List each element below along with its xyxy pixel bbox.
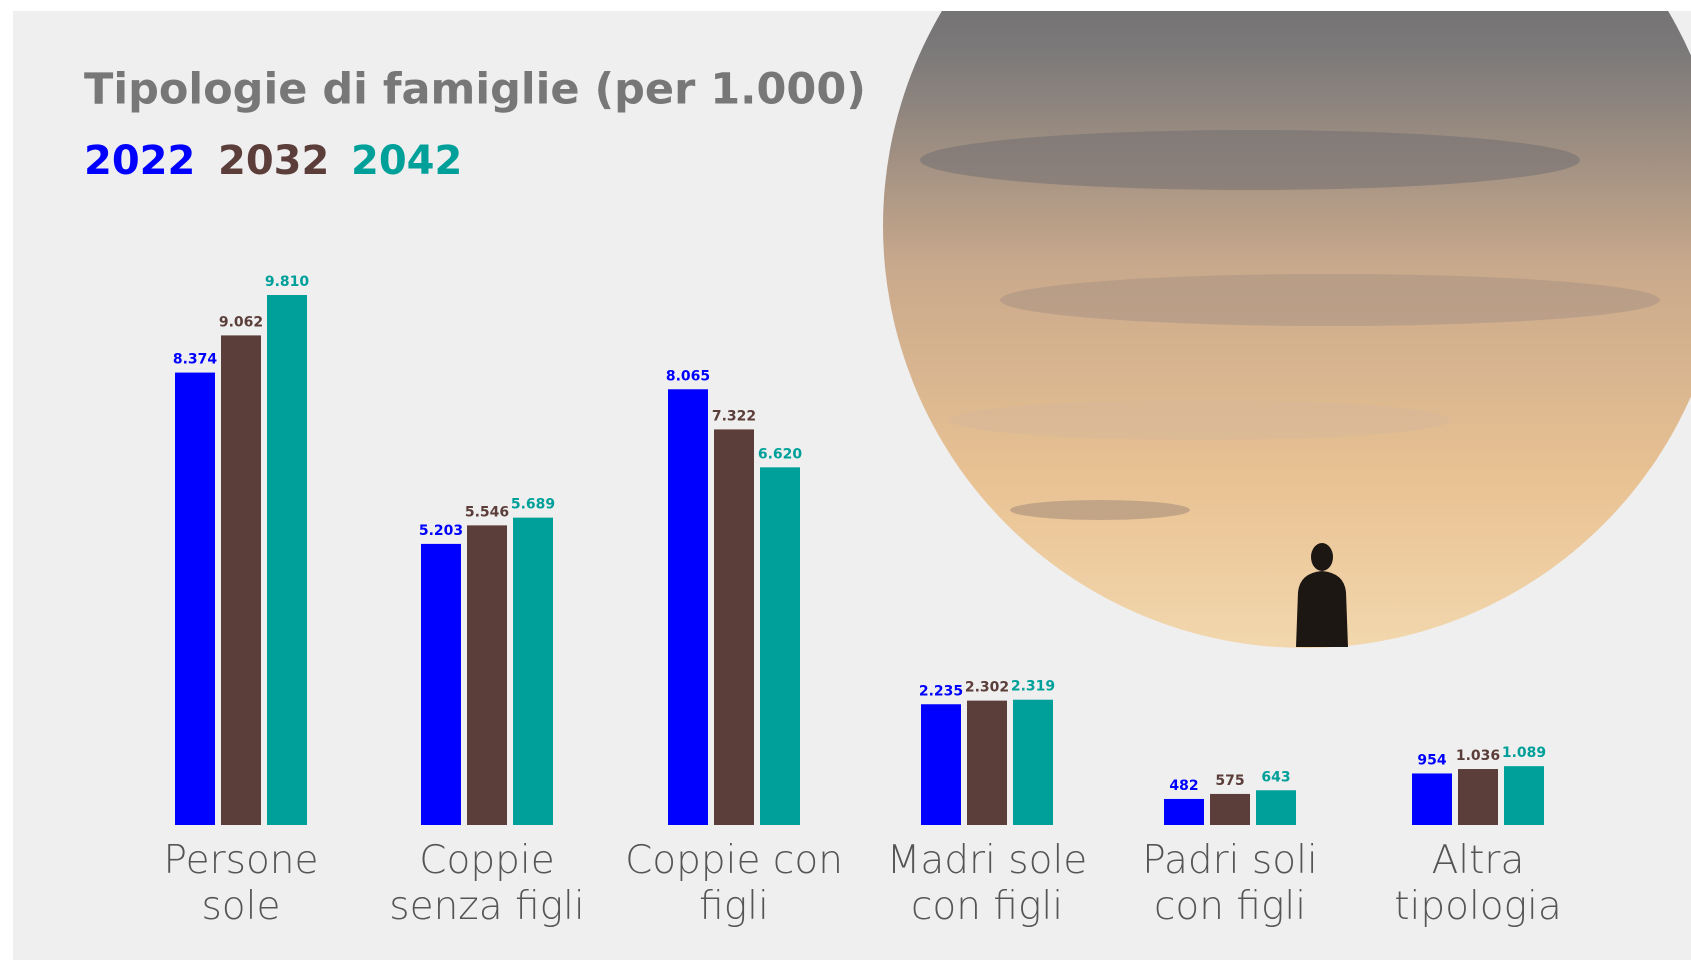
cloud	[920, 130, 1580, 190]
value-label: 5.546	[465, 504, 509, 520]
bar	[1256, 790, 1296, 825]
value-label: 643	[1261, 769, 1290, 785]
cloud	[950, 400, 1450, 440]
value-label: 5.689	[511, 497, 555, 513]
value-label: 2.302	[965, 680, 1009, 696]
bar	[513, 518, 553, 825]
value-label: 9.810	[265, 274, 310, 290]
bar	[760, 467, 800, 825]
value-label: 575	[1215, 773, 1244, 789]
bar	[1013, 700, 1053, 825]
legend-label: 2042	[351, 138, 462, 184]
legend-label: 2032	[218, 138, 329, 184]
chart: Tipologie di famiglie (per 1.000) 2022 20…	[0, 0, 1691, 961]
bar	[921, 704, 961, 825]
category-label: Madri sole con figli	[872, 838, 1102, 930]
bar	[1504, 766, 1544, 825]
value-label: 8.065	[666, 368, 710, 384]
value-label: 7.322	[712, 408, 756, 424]
legend-label: 2022	[84, 138, 195, 184]
category-label: Padri soli con figli	[1115, 838, 1345, 930]
value-label: 1.089	[1502, 745, 1546, 761]
value-label: 5.203	[419, 523, 463, 539]
value-label: 1.036	[1456, 748, 1500, 764]
bar	[1164, 799, 1204, 825]
bar	[1412, 773, 1452, 825]
bar	[175, 373, 215, 825]
bar	[668, 389, 708, 825]
bar	[467, 525, 507, 825]
bar	[267, 295, 307, 825]
category-label: Coppie senza figli	[372, 838, 602, 930]
page: Tipologie di famiglie (per 1.000) 2022 20…	[0, 0, 1691, 961]
category-label: Altra tipologia	[1363, 838, 1593, 930]
bar	[421, 544, 461, 825]
value-label: 482	[1169, 778, 1198, 794]
cloud	[1010, 500, 1190, 520]
value-label: 2.235	[919, 683, 963, 699]
chart-title: Tipologie di famiglie (per 1.000)	[84, 65, 866, 115]
value-label: 6.620	[758, 446, 803, 462]
bar	[1210, 794, 1250, 825]
category-label: Coppie con figli	[619, 838, 849, 930]
bar	[967, 701, 1007, 825]
value-label: 8.374	[173, 352, 218, 368]
bar	[221, 335, 261, 825]
cloud	[1000, 274, 1660, 326]
bar	[714, 429, 754, 825]
bar	[1458, 769, 1498, 825]
category-label: Persone sole	[126, 838, 356, 930]
value-label: 2.319	[1011, 679, 1055, 695]
value-label: 9.062	[219, 314, 263, 330]
value-label: 954	[1417, 752, 1446, 768]
